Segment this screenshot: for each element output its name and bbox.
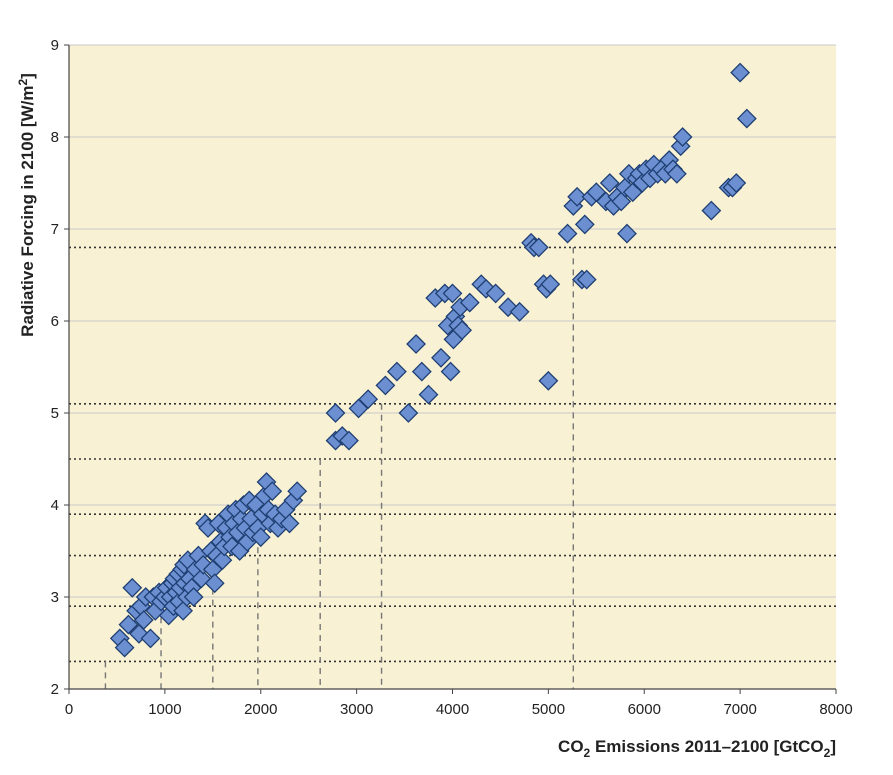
y-tick-label: 6 xyxy=(51,313,59,330)
x-tick-label: 6000 xyxy=(628,701,661,718)
data-point xyxy=(567,186,588,207)
data-point xyxy=(509,301,530,322)
data-point xyxy=(672,127,693,147)
data-point xyxy=(736,108,757,129)
data-point xyxy=(574,214,595,235)
y-tick-label: 7 xyxy=(51,221,59,238)
data-point xyxy=(557,223,578,244)
data-point xyxy=(140,628,161,649)
data-point xyxy=(262,481,283,502)
x-tick-label: 0 xyxy=(65,701,73,718)
data-point xyxy=(418,384,439,405)
y-tick-labels: 2 3 4 5 6 7 8 9 xyxy=(51,37,69,698)
data-point xyxy=(133,610,154,630)
data-point xyxy=(431,347,451,368)
data-point xyxy=(599,173,620,193)
x-tick-labels: 0 1000 2000 3000 4000 5000 6000 7000 8000 xyxy=(65,689,853,718)
data-point xyxy=(398,403,419,423)
data-point xyxy=(287,481,308,502)
data-point xyxy=(118,614,139,635)
data-point xyxy=(452,320,473,341)
x-axis-title: CO2 Emissions 2011–2100 [GtCO2] xyxy=(558,737,836,760)
data-point xyxy=(611,191,632,212)
x-tick-label: 4000 xyxy=(436,701,469,718)
data-point xyxy=(325,403,346,423)
x-tick-label: 1000 xyxy=(148,701,181,718)
data-point xyxy=(576,269,597,290)
data-point xyxy=(538,370,559,391)
data-points xyxy=(109,62,757,658)
data-point xyxy=(726,173,747,193)
x-tick-label: 3000 xyxy=(340,701,373,718)
data-point xyxy=(442,283,463,304)
data-point xyxy=(358,389,379,410)
data-point xyxy=(183,587,204,607)
data-point xyxy=(666,163,687,184)
x-tick-label: 2000 xyxy=(244,701,277,718)
data-point xyxy=(459,292,480,313)
x-tick-label: 8000 xyxy=(819,701,852,718)
data-point xyxy=(701,200,722,221)
data-point xyxy=(406,334,426,354)
data-point xyxy=(617,223,637,244)
data-point xyxy=(173,600,194,621)
data-point xyxy=(204,573,225,594)
y-tick-label: 9 xyxy=(51,37,59,54)
data-point xyxy=(386,361,407,382)
data-point xyxy=(730,62,751,83)
y-tick-label: 4 xyxy=(51,497,59,514)
data-point xyxy=(485,283,506,304)
data-point xyxy=(528,237,549,258)
data-point xyxy=(339,430,359,451)
data-point xyxy=(212,550,233,571)
x-tick-label: 5000 xyxy=(532,701,565,718)
data-point xyxy=(440,361,461,382)
data-point xyxy=(375,375,396,396)
data-point xyxy=(122,577,143,598)
y-tick-label: 3 xyxy=(51,589,59,606)
data-point xyxy=(279,513,300,534)
data-point xyxy=(114,637,135,658)
reference-lines xyxy=(69,246,836,689)
y-tick-label: 5 xyxy=(51,405,59,422)
data-point xyxy=(250,527,271,548)
data-point xyxy=(540,274,561,295)
data-point xyxy=(411,361,432,382)
x-tick-label: 7000 xyxy=(723,701,756,718)
y-tick-label: 2 xyxy=(51,681,59,698)
y-axis-title: Radiative Forcing in 2100 [W/m2] xyxy=(16,73,37,337)
y-tick-label: 8 xyxy=(51,129,59,146)
